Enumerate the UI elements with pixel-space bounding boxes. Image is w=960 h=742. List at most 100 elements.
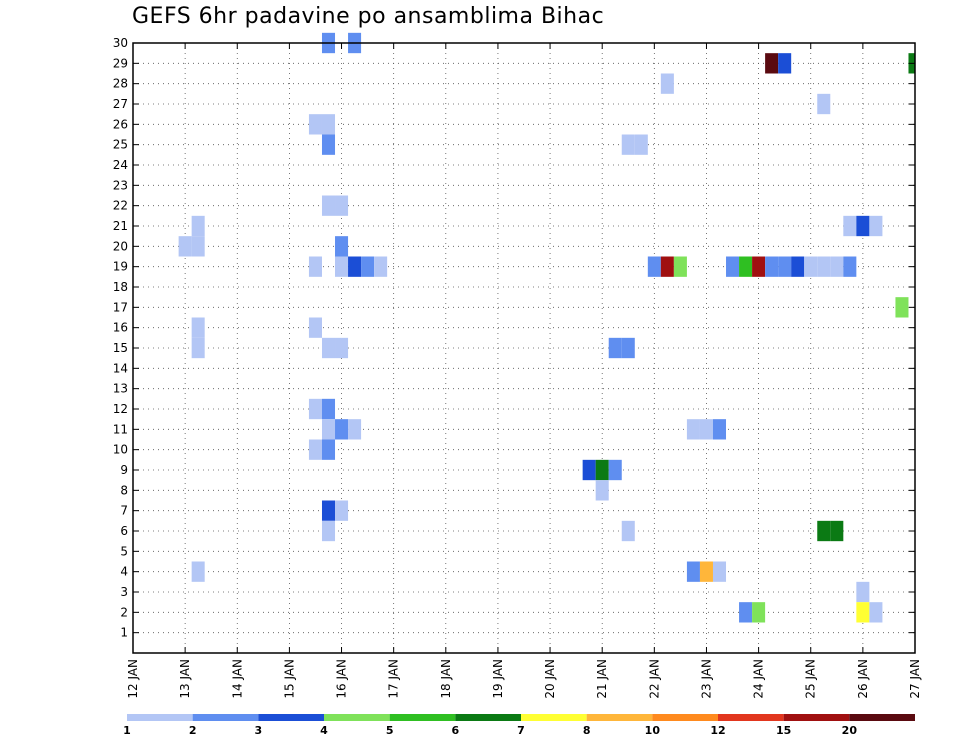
heatmap-cell	[699, 419, 713, 440]
x-tick-label: 19 JAN	[491, 659, 505, 699]
heatmap-cell	[191, 337, 205, 359]
colorbar-swatch	[389, 714, 456, 721]
y-tick-label: 8	[120, 483, 128, 497]
heatmap-cell	[321, 419, 336, 440]
heatmap-cell	[308, 256, 322, 277]
y-tick-label: 3	[120, 585, 128, 599]
y-tick-label: 25	[113, 138, 128, 152]
x-tick-label: 23 JAN	[699, 659, 713, 699]
heatmap-cell	[673, 256, 687, 277]
y-tick-label: 15	[113, 341, 128, 355]
y-tick-label: 9	[120, 463, 128, 477]
y-tick-label: 13	[113, 382, 128, 396]
y-tick-label: 14	[113, 361, 128, 375]
colorbar-label: 7	[517, 724, 525, 737]
heatmap-cell	[660, 256, 674, 277]
y-tick-label: 17	[113, 300, 128, 314]
x-tick-label: 12 JAN	[126, 659, 140, 699]
heatmap-cell	[348, 419, 362, 440]
x-tick-label: 26 JAN	[856, 659, 870, 699]
colorbar: 1 2 3 4 5 6 7 8 10 12 15 20	[123, 714, 915, 737]
heatmap-cell	[843, 215, 857, 237]
y-tick-label: 10	[113, 443, 128, 457]
heatmap-cell	[321, 337, 336, 359]
heatmap-cell	[621, 337, 635, 359]
colorbar-label: 6	[452, 724, 460, 737]
heatmap-cell	[335, 337, 349, 359]
y-tick-label: 19	[113, 260, 128, 274]
heatmap-cell	[178, 236, 192, 257]
heatmap-cell	[869, 215, 883, 237]
y-tick-label: 4	[120, 565, 128, 579]
colorbar-swatch	[849, 714, 915, 721]
heatmap-cell	[817, 256, 831, 277]
colorbar-label: 8	[583, 724, 591, 737]
heatmap-cell	[830, 520, 844, 542]
x-tick-label: 18 JAN	[439, 659, 453, 699]
y-tick-label: 12	[113, 402, 128, 416]
heatmap-cell	[321, 195, 336, 216]
heatmap-cell	[752, 602, 766, 623]
y-tick-label: 29	[113, 56, 128, 70]
heatmap-cell	[778, 53, 792, 74]
heatmap-cell	[712, 419, 727, 440]
y-tick-label: 22	[113, 199, 128, 213]
x-tick-label: 24 JAN	[752, 659, 766, 699]
heatmap-cell	[739, 256, 753, 277]
x-tick-label: 17 JAN	[387, 659, 401, 699]
colorbar-label: 12	[710, 724, 725, 737]
y-tick-label: 30	[113, 36, 128, 50]
heatmap-cell	[856, 581, 870, 603]
y-tick-label: 26	[113, 117, 128, 131]
heatmap-cell	[856, 215, 870, 237]
colorbar-swatch	[718, 714, 784, 721]
heatmap-cell	[712, 561, 727, 582]
colorbar-swatch	[127, 714, 193, 721]
heatmap-cell	[191, 236, 205, 257]
x-tick-label: 27 JAN	[908, 659, 922, 699]
colorbar-swatch	[455, 714, 521, 721]
heatmap-cell	[374, 256, 388, 277]
colorbar-label: 3	[255, 724, 263, 737]
heatmap-cell	[660, 73, 674, 94]
heatmap-cell	[647, 256, 661, 277]
heatmap-cell	[634, 134, 648, 155]
heatmap-cell	[726, 256, 740, 277]
heatmap-cell	[765, 53, 779, 74]
heatmap-cell	[308, 317, 322, 338]
heatmap-cell	[621, 520, 635, 542]
y-tick-label: 5	[120, 544, 128, 558]
heatmap-cell	[686, 419, 700, 440]
y-tick-label: 2	[120, 605, 128, 619]
heatmap-cell	[895, 297, 909, 318]
heatmap-cell	[778, 256, 792, 277]
heatmap-cell	[308, 398, 322, 420]
heatmap-cell	[321, 398, 336, 420]
grid-lines	[133, 42, 915, 653]
x-tick-label: 25 JAN	[804, 659, 818, 699]
heatmap-cell	[321, 520, 336, 542]
heatmap-cell	[752, 256, 766, 277]
y-tick-label: 20	[113, 239, 128, 253]
y-tick-label: 1	[120, 626, 128, 640]
heatmap-cell	[191, 561, 205, 582]
heatmap-cell	[335, 195, 349, 216]
colorbar-label: 15	[776, 724, 791, 737]
heatmap-cell	[335, 419, 349, 440]
heatmap-cell	[817, 520, 831, 542]
heatmap-cell	[817, 93, 831, 115]
x-tick-label: 13 JAN	[178, 659, 192, 699]
heatmap-cell	[321, 500, 336, 521]
colorbar-swatch	[258, 714, 324, 721]
heatmap-cell	[361, 256, 375, 277]
heatmap-cell	[308, 439, 322, 460]
heatmap-cell	[335, 500, 349, 521]
y-tick-label: 11	[113, 422, 128, 436]
colorbar-swatch	[652, 714, 718, 721]
heatmap-cell	[843, 256, 857, 277]
y-tick-label: 24	[113, 158, 128, 172]
data-cells	[178, 32, 915, 623]
x-axis-ticks: 12 JAN 13 JAN 14 JAN 15 JAN 16 JAN 17 JAN 18 J…	[126, 43, 922, 699]
heatmap-cell	[699, 561, 713, 582]
